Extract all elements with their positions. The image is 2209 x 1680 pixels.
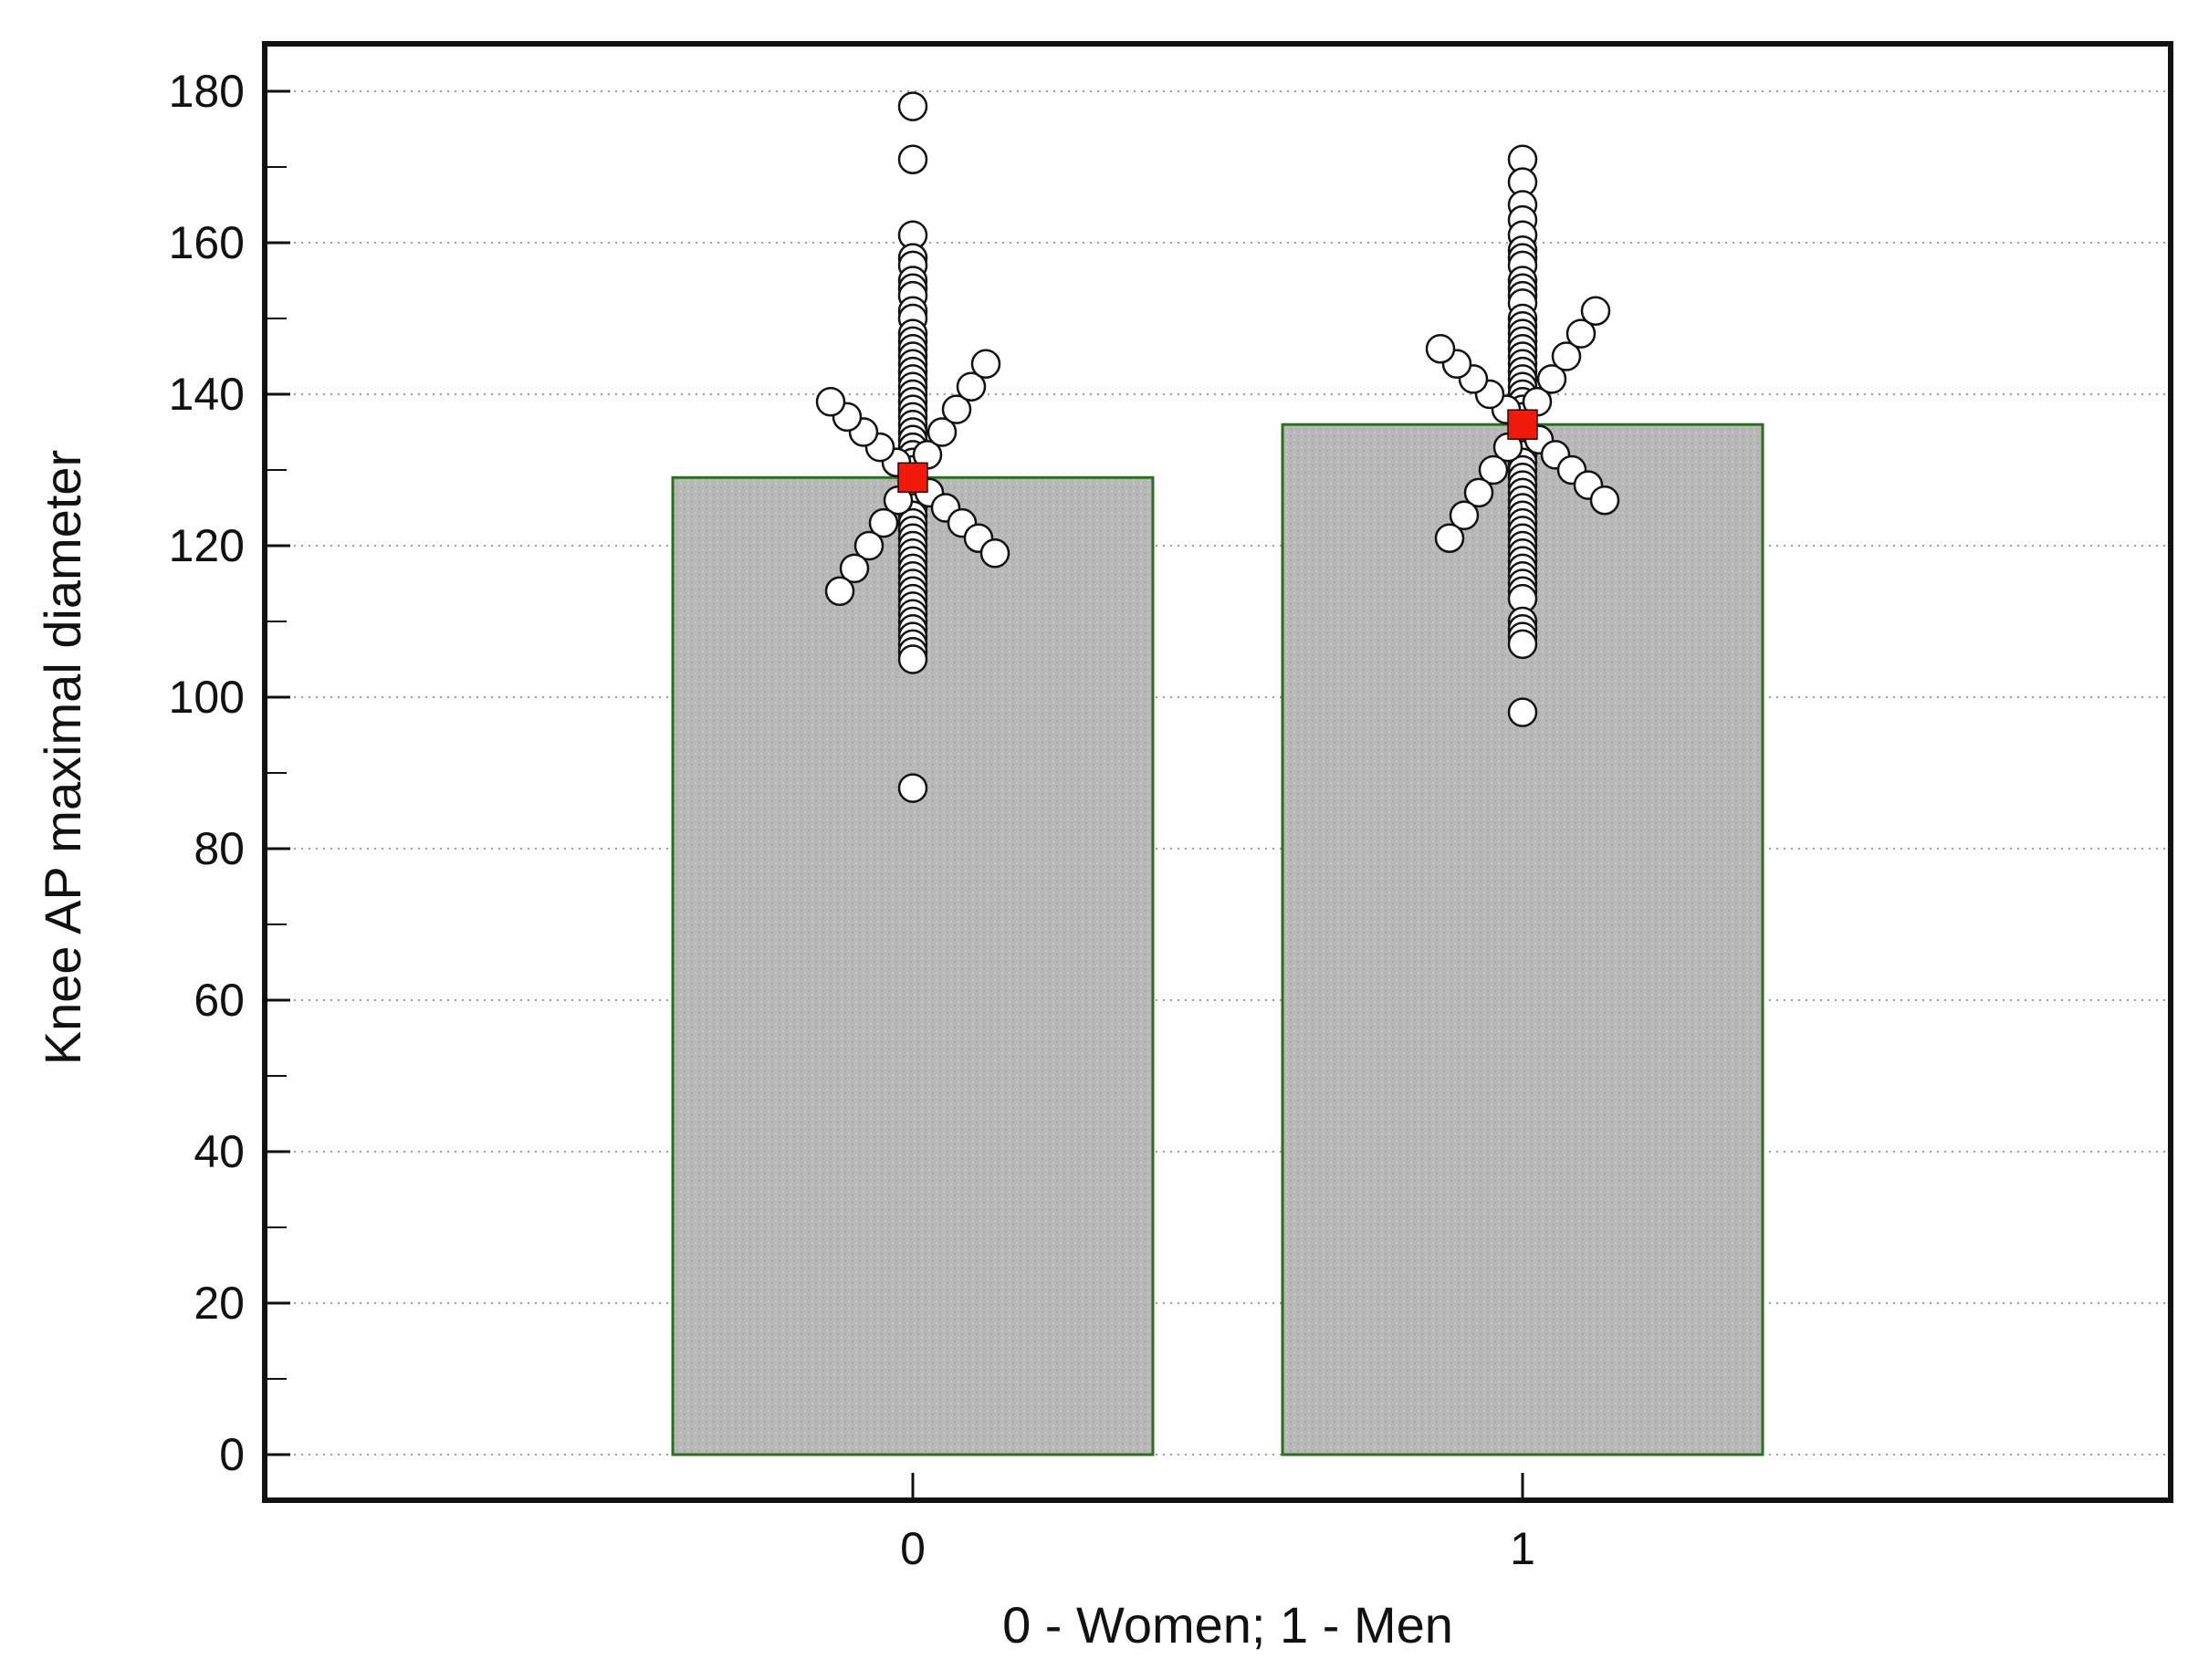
swarm-point-0 bbox=[897, 144, 928, 174]
swarm-point-0 bbox=[927, 417, 958, 447]
swarm-point-0 bbox=[956, 371, 987, 402]
gridlines bbox=[265, 90, 2171, 1456]
y-tick-label: 140 bbox=[169, 369, 245, 420]
swarm-point-1 bbox=[1507, 629, 1538, 660]
swarm-point-1 bbox=[1507, 697, 1538, 727]
beeswarm-points bbox=[815, 91, 1620, 803]
swarm-point-0 bbox=[979, 538, 1010, 569]
swarm-point-0 bbox=[868, 507, 899, 538]
y-axis-title: Knee AP maximal diameter bbox=[34, 450, 91, 1065]
x-tick-label: 1 bbox=[1510, 1523, 1535, 1574]
swarm-point-1 bbox=[1565, 318, 1597, 349]
mean-markers bbox=[897, 409, 1538, 494]
y-tick-label: 160 bbox=[169, 217, 245, 268]
y-tick-label: 0 bbox=[219, 1429, 245, 1480]
swarm-point-1 bbox=[1434, 523, 1465, 553]
mean-marker-1 bbox=[1507, 409, 1538, 440]
swarm-point-1 bbox=[1425, 333, 1456, 364]
swarm-point-1 bbox=[1478, 454, 1509, 485]
swarm-point-1 bbox=[1589, 485, 1620, 516]
plot-frame bbox=[262, 41, 2173, 1503]
y-tick-label: 100 bbox=[169, 672, 245, 723]
y-tick-label: 40 bbox=[194, 1126, 245, 1177]
swarm-point-0 bbox=[853, 530, 885, 561]
y-tick-label: 180 bbox=[169, 66, 245, 117]
swarm-point-0 bbox=[941, 394, 972, 424]
swarm-point-0 bbox=[970, 349, 1001, 380]
swarm-point-1 bbox=[1536, 364, 1567, 394]
y-tick-label: 20 bbox=[194, 1278, 245, 1329]
swarm-point-1 bbox=[1449, 500, 1480, 531]
swarm-point-0 bbox=[824, 576, 855, 607]
swarm-point-0 bbox=[839, 553, 870, 584]
y-tick-label: 80 bbox=[194, 823, 245, 874]
swarm-point-0 bbox=[897, 773, 928, 803]
x-axis-title: 0 - Women; 1 - Men bbox=[1002, 1596, 1453, 1654]
x-tick-label: 0 bbox=[900, 1523, 926, 1574]
swarm-point-1 bbox=[1463, 477, 1494, 508]
mean-marker-0 bbox=[897, 462, 928, 494]
swarm-point-0 bbox=[897, 644, 928, 674]
y-tick-label: 120 bbox=[169, 520, 245, 571]
swarm-point-0 bbox=[897, 91, 928, 121]
swarm-point-0 bbox=[815, 387, 846, 417]
swarm-point-1 bbox=[1580, 296, 1611, 326]
y-tick-label: 60 bbox=[194, 975, 245, 1026]
axes: 0 20 40 60 80 100 120 140 160 180 0 1 bbox=[169, 41, 2173, 1574]
swarm-point-1 bbox=[1551, 341, 1582, 371]
